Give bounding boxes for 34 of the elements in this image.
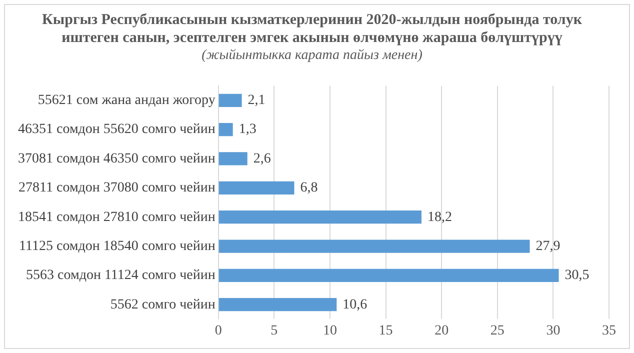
bar bbox=[218, 268, 559, 282]
data-label: 30,5 bbox=[564, 268, 590, 284]
chart-subtitle: (жыйынтыкка карата пайыз менен) bbox=[202, 48, 423, 64]
x-tick-label: 35 bbox=[602, 323, 616, 338]
y-tick-label: 55621 сом жана андан жогору bbox=[38, 93, 216, 108]
bar bbox=[218, 210, 422, 224]
bar bbox=[218, 123, 233, 136]
bar bbox=[218, 152, 248, 166]
y-tick-label: 18541 сомдон 27810 сомго чейин bbox=[18, 210, 216, 225]
x-tick-label: 10 bbox=[322, 323, 337, 338]
x-tick-label: 15 bbox=[378, 323, 393, 338]
y-tick-label: 46351 сомдон 55620 сомго чейин bbox=[18, 122, 216, 138]
y-tick-label: 5562 сомго чейин bbox=[110, 297, 216, 312]
data-label: 1,3 bbox=[238, 122, 256, 138]
data-label: 10,6 bbox=[342, 297, 368, 312]
x-tick-label: 25 bbox=[490, 323, 504, 338]
data-label: 27,9 bbox=[536, 238, 560, 254]
y-tick-label: 5563 сомдон 11124 сомго чейин bbox=[26, 268, 216, 284]
y-tick-label: 27811 сомдон 37080 сомго чейин bbox=[18, 180, 216, 196]
bar bbox=[218, 240, 530, 253]
data-label: 6,8 bbox=[300, 180, 318, 196]
y-tick-label: 11125 сомдон 18540 сомго чейин bbox=[19, 238, 216, 254]
x-tick-label: 30 bbox=[546, 323, 560, 338]
bar bbox=[218, 298, 337, 312]
data-label: 18,2 bbox=[427, 210, 452, 225]
y-tick-label: 37081 сомдон 46350 сомго чейин bbox=[18, 151, 216, 166]
bar bbox=[218, 94, 242, 107]
x-tick-label: 0 bbox=[214, 323, 222, 338]
bar bbox=[218, 181, 294, 194]
x-tick-label: 5 bbox=[270, 323, 278, 338]
data-label: 2,1 bbox=[248, 93, 266, 108]
x-tick-label: 20 bbox=[434, 323, 449, 338]
data-label: 2,6 bbox=[253, 151, 271, 166]
chart-title: Кыргыз Республикасынын кызматкерлеринин 2020-жылдын ноябрында толук иштеген санын, эсептелген эмгек акынын өлчөмүнө жараша бөлүштүрүү bbox=[42, 12, 582, 46]
